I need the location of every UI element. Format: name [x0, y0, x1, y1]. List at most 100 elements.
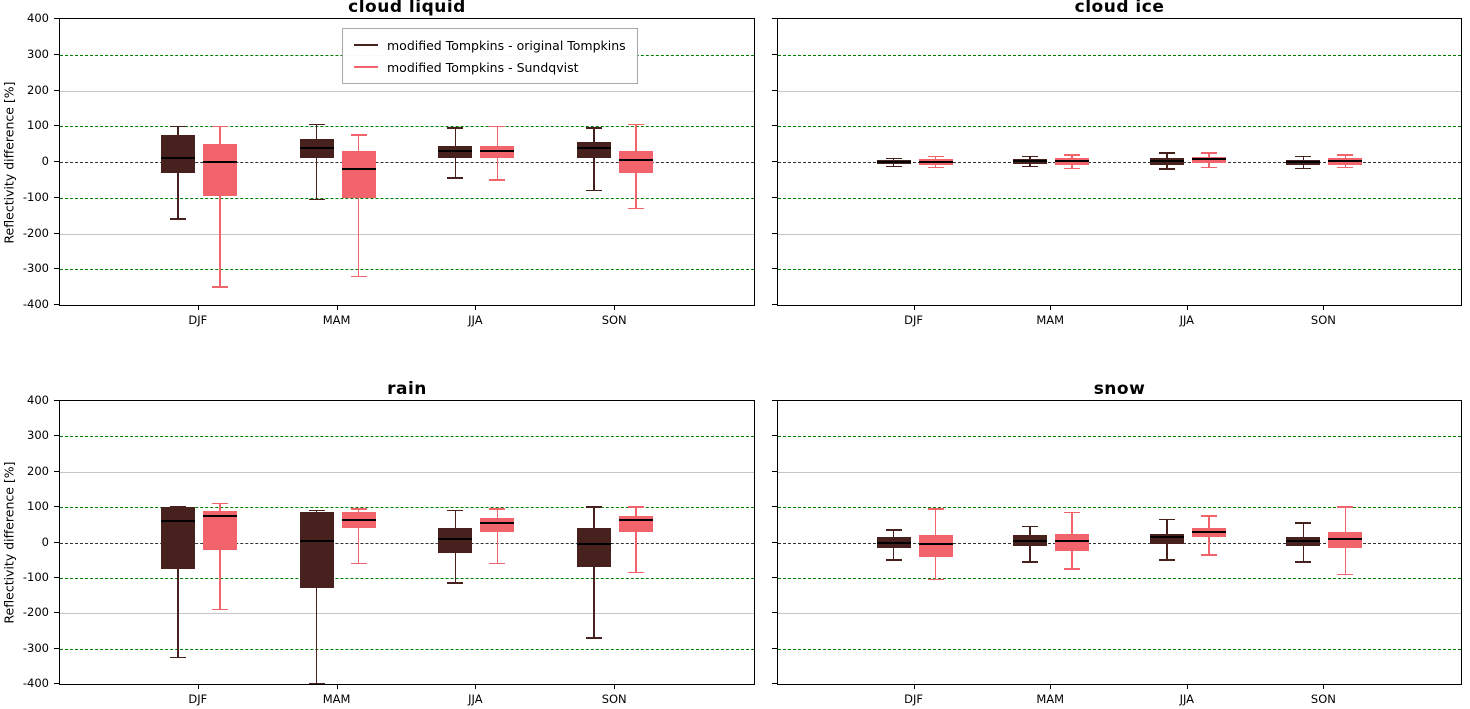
boxplot-whisker — [1302, 546, 1305, 562]
boxplot-cap — [350, 508, 367, 510]
x-tick-mark — [336, 306, 338, 310]
boxplot-whisker — [315, 588, 318, 684]
y-axis-title: Reflectivity difference [%] — [0, 18, 18, 306]
boxplot-whisker — [177, 569, 179, 658]
boxplot-cap — [489, 125, 506, 127]
y-tick-mark — [772, 683, 777, 684]
y-tick-mark — [54, 576, 59, 578]
gridline-green-dashed — [60, 507, 754, 509]
boxplot-cap — [885, 559, 902, 561]
boxplot-cap — [308, 683, 325, 684]
boxplot-cap — [1158, 168, 1175, 170]
boxplot-whisker — [496, 126, 499, 146]
boxplot-whisker — [1302, 164, 1305, 169]
y-tick-mark — [772, 470, 777, 472]
boxplot-whisker — [1208, 515, 1210, 529]
x-tick-label: SON — [601, 313, 627, 327]
boxplot-median — [1191, 158, 1226, 161]
boxplot-whisker — [1071, 512, 1073, 534]
boxplot-whisker — [593, 128, 595, 143]
x-tick-mark — [614, 306, 616, 310]
legend-label: modified Tompkins - original Tompkins — [387, 37, 626, 53]
y-tick-label: -200 — [22, 605, 49, 620]
gridline-green-dashed — [778, 436, 1461, 438]
boxplot-median — [202, 514, 237, 517]
plot-area — [777, 400, 1462, 685]
gridline-green-dashed — [60, 577, 754, 579]
gridline-green-dashed — [778, 507, 1461, 509]
gridline-gray — [778, 471, 1461, 473]
y-tick-mark — [772, 232, 777, 234]
boxplot-box — [1149, 533, 1184, 545]
boxplot-cap — [885, 529, 902, 531]
boxplot-whisker — [1208, 162, 1210, 168]
y-axis-title-text: Reflectivity difference [%] — [1, 461, 17, 624]
panel-snow: snow DJF MAM JJA SON — [772, 379, 1462, 706]
x-tick-mark — [1323, 306, 1325, 310]
x-axis: DJF MAM JJA SON — [777, 685, 1462, 709]
boxplot-median — [1055, 539, 1090, 542]
y-tick-mark — [772, 161, 777, 162]
panel-title: snow — [1093, 379, 1146, 399]
boxplot-cap — [489, 179, 506, 181]
y-tick-label: 400 — [27, 393, 49, 407]
boxplot-median — [918, 161, 953, 163]
boxplot-whisker — [1166, 544, 1168, 561]
boxplot-cap — [1200, 515, 1217, 517]
gridline-gray — [60, 613, 754, 615]
boxplot-box — [480, 517, 515, 532]
plot-area — [777, 18, 1462, 306]
gridline-green-dashed — [778, 269, 1461, 271]
boxplot-median — [1013, 539, 1048, 542]
boxplot-cap — [586, 127, 603, 129]
boxplot-cap — [1022, 165, 1039, 168]
y-tick-label: 100 — [27, 118, 49, 133]
boxplot-median — [1013, 160, 1048, 163]
boxplot-median — [438, 150, 473, 153]
gridline-green-dashed — [60, 436, 754, 438]
boxplot-cap — [1200, 152, 1217, 154]
x-tick-label: DJF — [188, 692, 208, 706]
boxplot-whisker — [454, 553, 457, 584]
boxplot-whisker — [219, 126, 221, 145]
gridline-gray — [778, 233, 1461, 235]
y-tick-label: 0 — [41, 534, 49, 549]
boxplot-whisker — [1344, 547, 1347, 575]
boxplot-whisker — [1166, 153, 1168, 159]
boxplot-whisker — [593, 158, 595, 191]
boxplot-cap — [211, 502, 228, 505]
boxplot-cap — [447, 582, 464, 584]
boxplot-whisker — [177, 172, 179, 220]
y-axis: 400 300 200 100 0 -100 -200 -300 -400 — [1, 393, 59, 690]
boxplot-cap — [1337, 166, 1354, 169]
x-tick-mark — [1186, 306, 1188, 310]
boxplot-whisker — [593, 567, 595, 638]
boxplot-cap — [1158, 559, 1175, 561]
boxplot-cap — [1295, 155, 1312, 158]
y-tick-mark — [54, 506, 59, 508]
boxplot-cap — [1064, 568, 1081, 570]
y-tick-label: 0 — [41, 154, 49, 168]
x-tick-label: MAM — [322, 692, 351, 706]
x-tick-mark — [1050, 306, 1052, 310]
boxplot-cap — [447, 509, 464, 512]
boxplot-median — [1286, 161, 1321, 163]
boxplot-cap — [885, 165, 902, 168]
boxplot-cap — [927, 578, 944, 581]
boxplot-whisker — [1029, 163, 1031, 167]
boxplot-box — [160, 507, 195, 570]
y-tick-mark — [54, 683, 59, 684]
y-tick-mark — [54, 232, 59, 234]
boxplot-median — [1328, 537, 1363, 540]
x-tick-label: JJA — [468, 692, 483, 706]
zero-line — [778, 542, 1461, 544]
y-tick-mark — [772, 435, 777, 437]
gridline-green-dashed — [778, 577, 1461, 579]
y-tick-label: 300 — [27, 428, 49, 443]
boxplot-cap — [447, 127, 464, 129]
boxplot-whisker — [1344, 507, 1347, 532]
x-tick-label: MAM — [1036, 313, 1065, 327]
y-tick-mark — [772, 53, 777, 55]
boxplot-box — [438, 528, 473, 554]
boxplot-whisker — [934, 164, 937, 168]
